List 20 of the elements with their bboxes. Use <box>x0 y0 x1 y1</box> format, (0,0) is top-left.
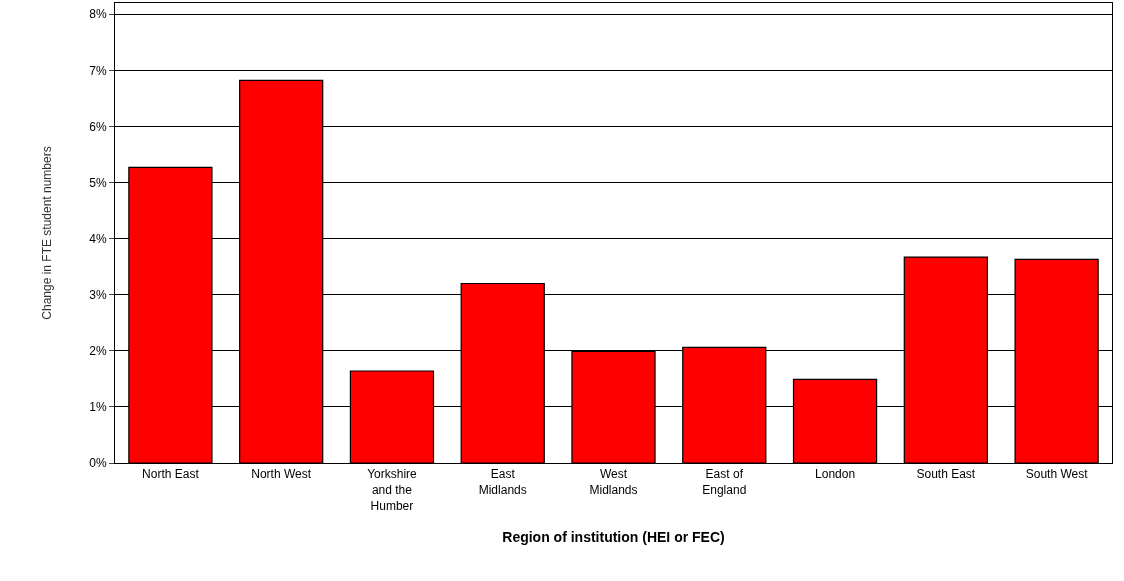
y-tick-label: 3% <box>89 287 107 302</box>
x-tick-label: South West <box>1025 467 1089 482</box>
y-tick-label: 0% <box>89 456 107 471</box>
x-axis-title: Region of institution (HEI or FEC) <box>502 528 725 545</box>
x-tick-label: East of England <box>702 467 747 497</box>
x-tick-label: Yorkshire and the Humber <box>367 467 418 513</box>
x-tick-label: North West <box>251 467 312 482</box>
y-tick-label: 2% <box>89 344 107 358</box>
x-tick-label: East Midlands <box>478 467 527 497</box>
x-tick-label: South East <box>916 467 976 482</box>
y-tick-label: 6% <box>89 119 107 134</box>
y-tick-label: 4% <box>89 231 107 246</box>
y-tick-label: 1% <box>89 400 107 415</box>
x-tick-label: West Midlands <box>589 467 638 497</box>
y-axis-title: Change in FTE student numbers <box>39 146 54 320</box>
x-tick-label: North East <box>142 467 200 482</box>
y-tick-label: 5% <box>89 175 107 190</box>
x-tick-label: London <box>815 467 856 482</box>
y-tick-label: 8% <box>89 7 107 22</box>
y-tick-label: 7% <box>89 63 107 78</box>
